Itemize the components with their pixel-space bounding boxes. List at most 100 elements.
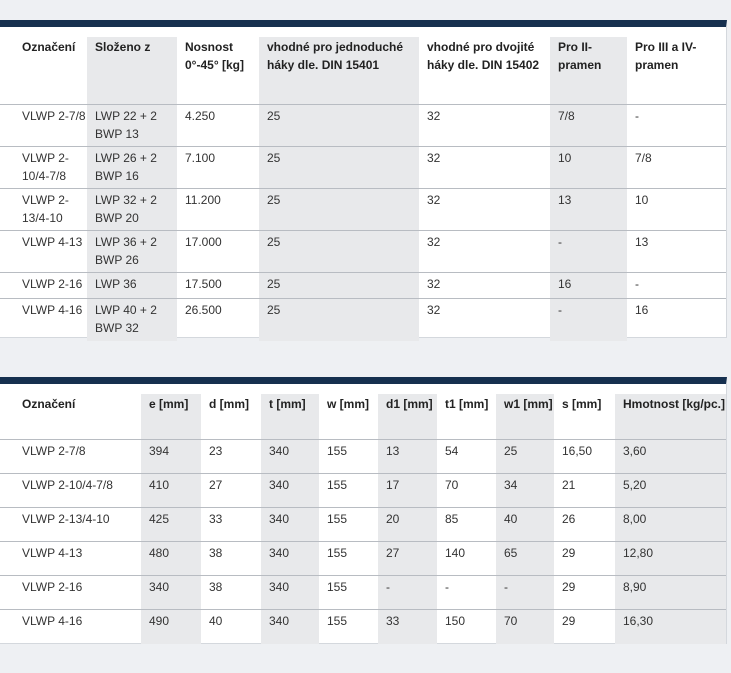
table-cell: 7/8: [550, 104, 627, 147]
table-cell: 155: [319, 541, 378, 576]
table-cell: VLWP 2-16: [0, 575, 141, 610]
table-cell: 4.250: [177, 104, 259, 147]
table-cell: 34: [496, 473, 554, 508]
table-cell: -: [496, 575, 554, 610]
table-cell: 17: [378, 473, 437, 508]
table-row: VLWP 4-16 LWP 40 + 2 BWP 32 26.500 25 32-16: [0, 298, 726, 341]
column-header: Pro III a IV-pramen: [635, 40, 697, 72]
column-header: d [mm]: [209, 397, 249, 411]
table-cell: 25: [259, 104, 419, 147]
table-cell: 8,00: [615, 507, 726, 542]
table-cell: 40: [496, 507, 554, 542]
table-cell: 32: [419, 298, 550, 341]
table-row: VLWP 2-7/8 394 23 340 155 13 54 25 16,50 3,60: [0, 439, 726, 474]
table-cell: LWP 36 + 2 BWP 26: [87, 230, 177, 273]
table-cell: 65: [496, 541, 554, 576]
table-cell: 29: [554, 609, 615, 644]
table-cell: -: [378, 575, 437, 610]
table-cell: 26.500: [177, 298, 259, 341]
table-cell: VLWP 4-16: [0, 609, 141, 644]
table-row: VLWP 4-16 490 40 340 155 33 150 70 29 16,30: [0, 609, 726, 644]
table-cell: 10: [550, 146, 627, 189]
table-row: VLWP 2-10/4-7/8 LWP 26 + 2 BWP 16 7.100 25 3…: [0, 146, 726, 189]
column-header: s [mm]: [562, 397, 602, 411]
table-cell: 29: [554, 575, 615, 610]
table-cell: VLWP 2-10/4-7/8: [0, 146, 87, 189]
table-cell: 16: [627, 298, 726, 341]
table-row: VLWP 2-16 340 38 340 155- - -29 8,90: [0, 575, 726, 610]
table-cell: 490: [141, 609, 201, 644]
table-cell: -: [550, 298, 627, 341]
table-cell: LWP 36: [87, 272, 177, 299]
column-header: t1 [mm]: [445, 397, 489, 411]
table-cell: 33: [201, 507, 261, 542]
table-cell: 16,30: [615, 609, 726, 644]
table-row: VLWP 2-13/4-10 LWP 32 + 2 BWP 20 11.200 25 3…: [0, 188, 726, 231]
table-cell: 38: [201, 575, 261, 610]
table-cell: 155: [319, 439, 378, 474]
table-cell: 85: [437, 507, 496, 542]
column-header: Označení: [22, 40, 76, 54]
column-header: vhodné pro jednoduché háky dle. DIN 1540…: [259, 37, 419, 105]
column-header: e [mm]: [141, 394, 201, 440]
column-header: Pro II-pramen: [550, 37, 627, 105]
table-cell: LWP 26 + 2 BWP 16: [87, 146, 177, 189]
table-cell: 16,50: [554, 439, 615, 474]
table-cell: -: [627, 272, 726, 299]
table-cell: VLWP 2-13/4-10: [0, 507, 141, 542]
table-cell: VLWP 2-7/8: [0, 104, 87, 147]
table-cell: 3,60: [615, 439, 726, 474]
table-cell: 70: [437, 473, 496, 508]
table-cell: 11.200: [177, 188, 259, 231]
table-row: VLWP 2-16 LWP 36 17.500 25 32 16-: [0, 272, 726, 299]
table-cell: 7/8: [627, 146, 726, 189]
table-cell: 8,90: [615, 575, 726, 610]
table-cell: 32: [419, 188, 550, 231]
table-cell: 32: [419, 146, 550, 189]
table-cell: 25: [259, 146, 419, 189]
table-cell: 12,80: [615, 541, 726, 576]
table-cell: 140: [437, 541, 496, 576]
table-cell: 38: [201, 541, 261, 576]
table-cell: LWP 40 + 2 BWP 32: [87, 298, 177, 341]
table-row: VLWP 2-7/8 LWP 22 + 2 BWP 13 4.250 25 32 7/8-: [0, 104, 726, 147]
table-cell: 5,20: [615, 473, 726, 508]
table-cell: VLWP 2-7/8: [0, 439, 141, 474]
table-cell: 40: [201, 609, 261, 644]
column-header: Hmotnost [kg/pc.]: [615, 394, 726, 440]
table-cell: 25: [259, 188, 419, 231]
column-header: w1 [mm]: [496, 394, 554, 440]
table-cell: 155: [319, 609, 378, 644]
table-cell: 394: [141, 439, 201, 474]
table-cell: 340: [261, 541, 319, 576]
table-row: VLWP 2-10/4-7/8 410 27 340 155 17 70 34 21 5,20: [0, 473, 726, 508]
table-cell: 480: [141, 541, 201, 576]
table-cell: 340: [261, 575, 319, 610]
table-cell: 27: [378, 541, 437, 576]
table-cell: 16: [550, 272, 627, 299]
column-header: vhodné pro dvojité háky dle. DIN 15402: [427, 40, 540, 72]
table-panel-dimensions: Označení e [mm] d [mm] t [mm] w [mm] d1 [mm] t…: [0, 377, 727, 644]
table-cell: 155: [319, 575, 378, 610]
table-cell: 340: [261, 609, 319, 644]
table-cell: 70: [496, 609, 554, 644]
table-cell: 13: [378, 439, 437, 474]
table-cell: 32: [419, 230, 550, 273]
table-cell: 29: [554, 541, 615, 576]
column-header: Označení: [22, 397, 76, 411]
table-cell: 155: [319, 507, 378, 542]
table-cell: 54: [437, 439, 496, 474]
column-header: w [mm]: [327, 397, 369, 411]
table-cell: 17.500: [177, 272, 259, 299]
table-panel-capacity: Označení Složeno z Nosnost 0°-45° [kg] vhod…: [0, 20, 727, 341]
table-cell: 340: [261, 507, 319, 542]
table-cell: -: [627, 104, 726, 147]
table-cell: 32: [419, 272, 550, 299]
table-cell: VLWP 2-13/4-10: [0, 188, 87, 231]
table-cell: 32: [419, 104, 550, 147]
table-cell: VLWP 4-13: [0, 230, 87, 273]
table-cell: 7.100: [177, 146, 259, 189]
table-cell: 340: [261, 473, 319, 508]
table-cell: 23: [201, 439, 261, 474]
column-header: Nosnost 0°-45° [kg]: [185, 40, 244, 72]
